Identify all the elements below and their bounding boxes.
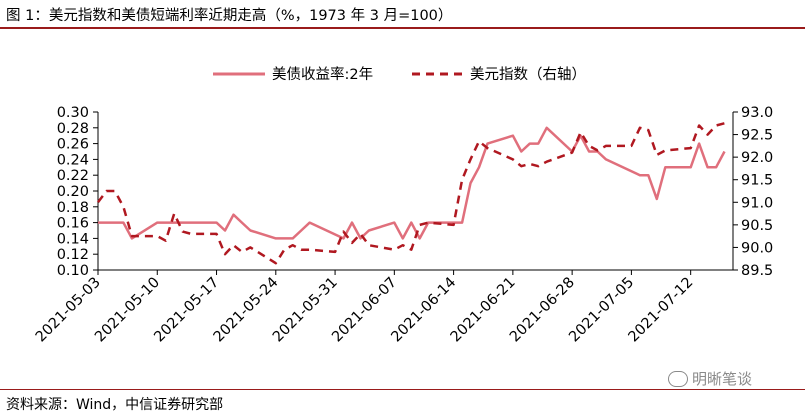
right-tick-label: 89.5	[741, 263, 773, 279]
right-tick-label: 92.0	[741, 150, 773, 166]
left-tick-label: 0.26	[57, 137, 89, 153]
right-tick-label: 90.0	[741, 240, 773, 256]
right-axis-ticks: 93.0 92.5 92.0 91.5 91.0 90.5 90.0 89.5	[733, 105, 773, 279]
legend-label-dxy: 美元指数（右轴）	[470, 66, 586, 83]
left-tick-label: 0.16	[57, 216, 89, 232]
right-tick-label: 92.5	[741, 128, 773, 144]
right-tick-label: 90.5	[741, 218, 773, 234]
left-tick-label: 0.18	[57, 200, 89, 216]
legend-label-yield: 美债收益率:2年	[272, 66, 373, 83]
left-tick-label: 0.14	[57, 231, 89, 247]
series-line-yield	[98, 126, 726, 240]
right-tick-label: 91.0	[741, 195, 773, 211]
series-layer	[97, 122, 726, 265]
left-axis-ticks: 0.300.280.260.240.220.200.180.160.140.12…	[57, 105, 98, 279]
left-tick-label: 0.12	[57, 247, 89, 263]
left-tick-label: 0.28	[57, 121, 89, 137]
left-tick-label: 0.24	[57, 152, 89, 168]
figure-title: 图 1：美元指数和美债短端利率近期走高（%，1973 年 3 月=100）	[6, 8, 453, 24]
source-note: 资料来源：Wind，中信证券研究部	[6, 397, 224, 413]
watermark: 明晰笔谈	[668, 368, 752, 389]
left-tick-label: 0.10	[57, 263, 89, 279]
bottom-rule	[0, 389, 805, 390]
legend: 美债收益率:2年 美元指数（右轴）	[213, 66, 586, 83]
axes	[97, 112, 734, 271]
left-tick-label: 0.22	[57, 168, 89, 184]
chart: 美债收益率:2年 美元指数（右轴） 0.300.280.260.240.220.…	[33, 66, 773, 345]
series-line-dxy	[97, 122, 725, 265]
title-rule	[0, 27, 805, 29]
wechat-icon	[668, 370, 688, 387]
right-tick-label: 91.5	[741, 173, 773, 189]
left-tick-label: 0.20	[57, 184, 89, 200]
right-tick-label: 93.0	[741, 105, 773, 121]
x-axis-ticks: 2021-05-032021-05-102021-05-172021-05-24…	[33, 270, 696, 345]
left-tick-label: 0.30	[57, 105, 89, 121]
watermark-text: 明晰笔谈	[692, 370, 753, 388]
